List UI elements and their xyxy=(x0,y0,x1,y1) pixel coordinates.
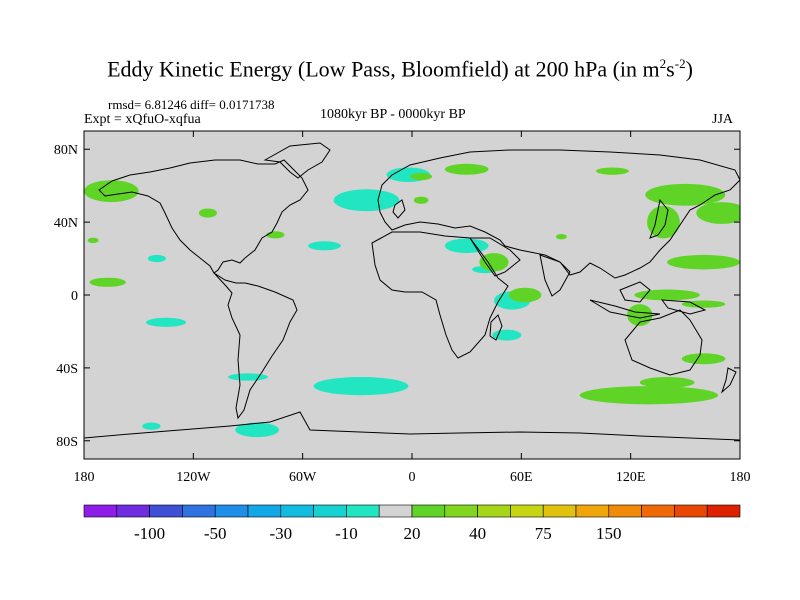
positive-anomaly-region xyxy=(645,183,726,206)
colorbar-swatch xyxy=(182,504,216,518)
colorbar-swatch xyxy=(83,504,118,518)
colorbar-swatch xyxy=(280,504,314,518)
title-text: Eddy Kinetic Energy (Low Pass, Bloomfiel… xyxy=(107,56,660,82)
y-tick-label: 80N xyxy=(54,143,78,158)
positive-anomaly-region xyxy=(579,386,719,405)
colorbar-swatch xyxy=(214,504,249,518)
colorbar: -100 -50 -30 -10 20 40 75 150 xyxy=(83,504,741,543)
negative-anomaly-region xyxy=(142,422,161,430)
x-tick-label: 60E xyxy=(510,470,533,485)
colorbar-swatch xyxy=(378,504,413,518)
colorbar-swatch xyxy=(706,504,741,518)
colorbar-label: 40 xyxy=(469,524,486,543)
chart-title: Eddy Kinetic Energy (Low Pass, Bloomfiel… xyxy=(0,56,800,82)
positive-anomaly-region xyxy=(667,254,740,270)
positive-anomaly-region xyxy=(696,202,740,224)
negative-anomaly-region xyxy=(444,238,489,254)
colorbar-swatch xyxy=(346,504,380,518)
x-tick-label: 180 xyxy=(730,470,751,485)
colorbar-label: 75 xyxy=(535,524,552,543)
period-label: 1080kyr BP - 0000kyr BP xyxy=(320,107,466,122)
colorbar-swatch xyxy=(510,504,544,518)
colorbar-swatch xyxy=(149,504,183,518)
stats-label: rmsd= 6.81246 diff= 0.0171738 xyxy=(108,97,275,112)
x-tick-label: 180 xyxy=(74,470,95,485)
colorbar-swatch xyxy=(674,504,708,518)
positive-anomaly-region xyxy=(634,289,700,301)
colorbar-swatch xyxy=(411,504,446,518)
positive-anomaly-region xyxy=(89,277,126,287)
positive-anomaly-region xyxy=(681,353,726,365)
experiment-label: Expt = xQfuO-xqfua xyxy=(84,112,201,127)
colorbar-label: -50 xyxy=(204,524,227,543)
y-tick-label: 80S xyxy=(56,435,78,450)
season-label: JJA xyxy=(712,112,734,127)
positive-anomaly-region xyxy=(639,377,695,388)
positive-anomaly-region xyxy=(84,180,139,203)
map-background xyxy=(84,131,740,459)
colorbar-swatch xyxy=(641,504,675,518)
positive-anomaly-region xyxy=(87,237,99,244)
title-close: ) xyxy=(685,56,693,82)
colorbar-label: 20 xyxy=(404,524,421,543)
negative-anomaly-region xyxy=(308,241,341,251)
positive-anomaly-region xyxy=(413,196,429,204)
colorbar-swatch xyxy=(542,504,577,518)
colorbar-label: -100 xyxy=(134,524,165,543)
colorbar-swatch xyxy=(444,504,478,518)
x-tick-label: 0 xyxy=(409,470,416,485)
colorbar-swatch xyxy=(608,504,642,518)
positive-anomaly-region xyxy=(444,163,489,175)
y-tick-label: 40N xyxy=(54,216,78,231)
colorbar-swatch xyxy=(116,504,150,518)
coastlines xyxy=(84,142,740,441)
negative-anomaly-region xyxy=(145,317,187,327)
map-axes: 180 120W 60W 0 60E 120E 180 80N 40N 0 40S 80S xyxy=(54,131,751,485)
negative-anomaly-region xyxy=(147,254,166,263)
x-tick-label: 120W xyxy=(176,470,211,485)
negative-anomaly-region xyxy=(227,373,269,381)
y-tick-label: 0 xyxy=(71,289,78,304)
colorbar-label: 150 xyxy=(596,524,622,543)
title-sup-1: 2 xyxy=(659,56,667,71)
colorbar-swatch xyxy=(575,504,610,518)
negative-anomaly-region xyxy=(235,422,279,438)
negative-anomaly-region xyxy=(333,189,400,212)
y-tick-label: 40S xyxy=(56,362,78,377)
title-unit-s: s xyxy=(666,56,675,82)
negative-anomaly-region xyxy=(313,377,409,396)
colorbar-swatch xyxy=(477,504,511,518)
colorbar-label: -10 xyxy=(335,524,358,543)
positive-anomaly-region xyxy=(410,172,433,181)
positive-anomaly-region xyxy=(681,300,726,308)
title-sup-2: -2 xyxy=(674,56,686,71)
colorbar-swatch xyxy=(313,504,347,518)
positive-anomaly-region xyxy=(647,205,680,239)
colorbar-swatch xyxy=(247,504,282,518)
x-tick-label: 120E xyxy=(616,470,646,485)
positive-anomaly-region xyxy=(266,231,285,239)
positive-anomaly-region xyxy=(479,253,509,272)
x-tick-label: 60W xyxy=(289,470,317,485)
colorbar-label: -30 xyxy=(269,524,292,543)
positive-anomaly-region xyxy=(555,233,567,240)
positive-anomaly-region xyxy=(198,208,218,218)
positive-anomaly-region xyxy=(596,167,629,175)
positive-anomaly-region xyxy=(508,287,542,303)
